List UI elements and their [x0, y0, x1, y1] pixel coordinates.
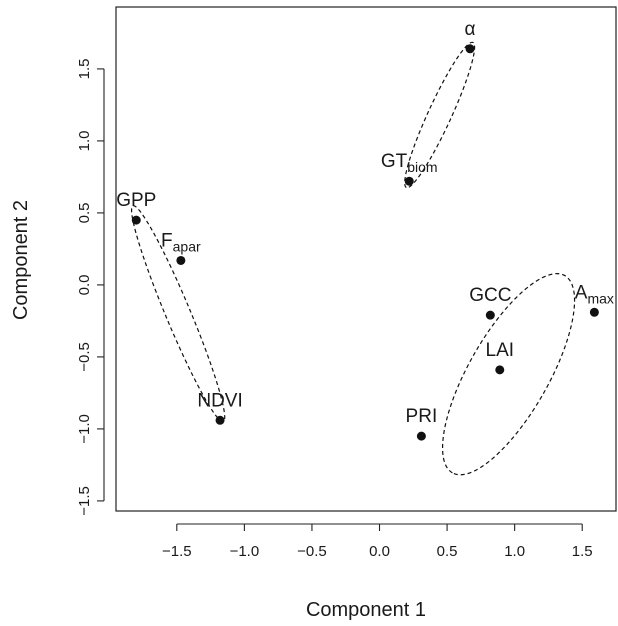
- data-point: [416, 431, 426, 441]
- x-tick-label: 1.0: [504, 543, 525, 560]
- y-tick-label: 1.5: [76, 58, 93, 79]
- cluster-ellipse: [441, 273, 576, 476]
- point-label: LAI: [486, 340, 515, 361]
- x-tick-label: 0.5: [437, 543, 458, 560]
- data-point: [176, 255, 186, 265]
- x-tick-label: −1.0: [230, 543, 260, 560]
- plot-frame: [115, 6, 617, 512]
- y-tick-label: −0.5: [76, 342, 93, 372]
- y-tick-label: −1.5: [76, 486, 93, 516]
- y-tick-label: −1.0: [76, 414, 93, 444]
- point-label: Fapar: [161, 230, 201, 254]
- data-point: [495, 365, 505, 375]
- point-label: NDVI: [197, 390, 242, 411]
- point-label: PRI: [406, 406, 438, 427]
- point-label: GPP: [116, 190, 156, 211]
- data-point: [131, 215, 141, 225]
- y-tick-label: 0.5: [76, 202, 93, 223]
- point-label: α: [465, 19, 476, 40]
- data-point: [485, 310, 495, 320]
- cluster-ellipse: [404, 41, 476, 189]
- y-axis: −1.5 −1.0 −0.5 0.0 0.5 1.0 1.5: [76, 58, 105, 516]
- y-tick-label: 1.0: [76, 130, 93, 151]
- data-point: [215, 415, 225, 425]
- data-point: [404, 176, 414, 186]
- point-label: GCC: [469, 285, 511, 306]
- x-axis: −1.5 −1.0 −0.5 0.0 0.5 1.0 1.5: [162, 523, 593, 560]
- x-tick-label: 0.0: [369, 543, 390, 560]
- x-axis-title: Component 1: [306, 599, 426, 621]
- point-label: GTbiom: [381, 151, 438, 175]
- x-tick-label: −0.5: [297, 543, 327, 560]
- x-tick-label: 1.5: [572, 543, 593, 560]
- y-axis-title: Component 2: [10, 200, 32, 320]
- cluster-ellipses: [130, 41, 576, 476]
- y-tick-label: 0.0: [76, 274, 93, 295]
- x-tick-label: −1.5: [162, 543, 192, 560]
- point-label: Amax: [575, 282, 614, 306]
- data-point: [589, 307, 599, 317]
- data-point: [465, 44, 475, 54]
